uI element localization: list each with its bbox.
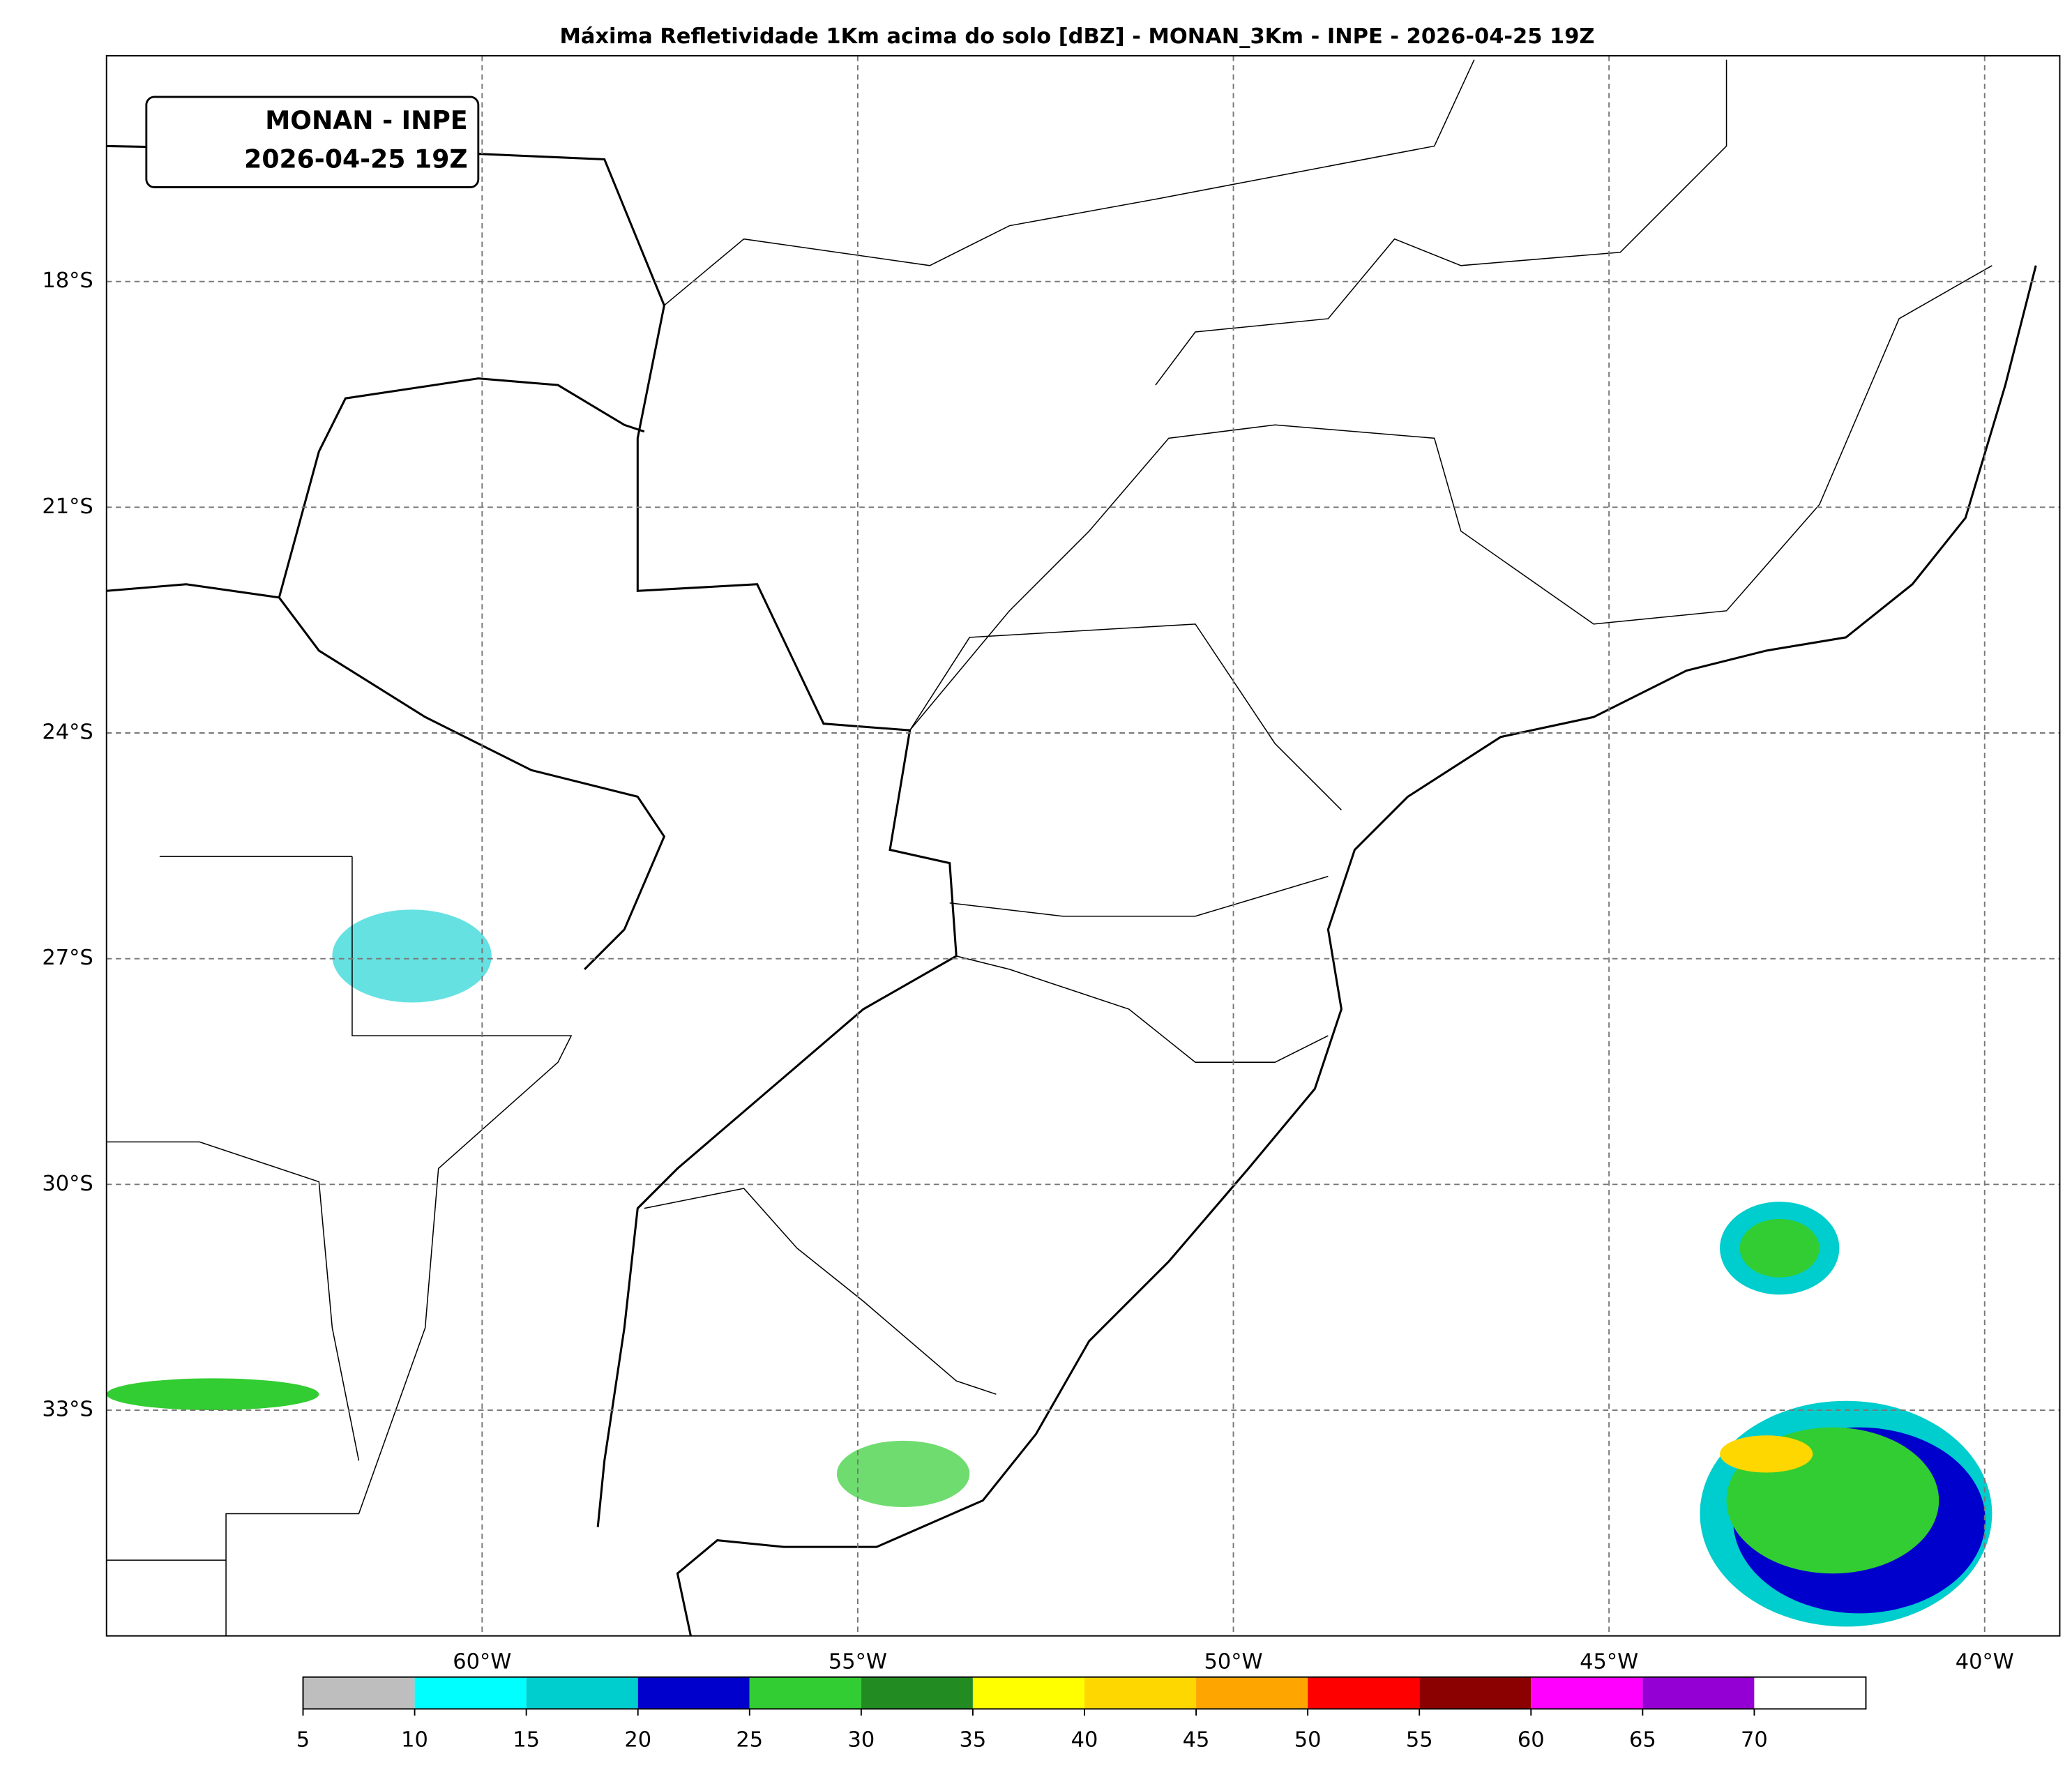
- colorbar-tick-label: 45: [1183, 1728, 1210, 1753]
- national-border: [106, 583, 666, 970]
- title: Máxima Refletividade 1Km acima do solo […: [560, 24, 1595, 49]
- state-border: [909, 265, 1992, 731]
- echo: [1739, 1218, 1820, 1278]
- coastline: [676, 265, 2037, 1637]
- colorbar-segment: [1642, 1677, 1755, 1709]
- colorbar-segment: [303, 1677, 415, 1709]
- colorbar-tick-label: 40: [1071, 1728, 1098, 1753]
- colorbar-tick-label: 35: [960, 1728, 987, 1753]
- colorbar-segment: [1084, 1677, 1197, 1709]
- echoes: [106, 909, 1992, 1627]
- colorbar-tick-label: 30: [847, 1728, 875, 1753]
- borders: [106, 59, 2037, 1637]
- colorbar-tick-label: 55: [1406, 1728, 1433, 1753]
- national-border: [278, 377, 645, 598]
- y-tick-label: 24°S: [42, 720, 93, 744]
- colorbar-tick-label: 25: [736, 1728, 763, 1753]
- colorbar-tick-label: 70: [1741, 1728, 1768, 1753]
- colorbar-tick-label: 10: [401, 1728, 428, 1753]
- x-tick-label: 50°W: [1204, 1649, 1262, 1674]
- y-tick-label: 30°S: [42, 1172, 93, 1196]
- colorbar-tick-label: 60: [1518, 1728, 1545, 1753]
- colorbar-segment: [1754, 1677, 1866, 1709]
- state-border: [1155, 59, 1727, 386]
- province-border: [106, 856, 360, 1561]
- x-tick-label: 55°W: [829, 1649, 887, 1674]
- colorbar-segment: [749, 1677, 861, 1709]
- y-tick-label: 27°S: [42, 946, 93, 970]
- map-frame: [105, 55, 2061, 1637]
- y-tick-label: 33°S: [42, 1398, 93, 1422]
- colorbar-segment: [1196, 1677, 1308, 1709]
- map-area: [106, 55, 2060, 1636]
- label-line: 2026-04-25 19Z: [244, 144, 467, 174]
- colorbar-segment: [972, 1677, 1084, 1709]
- state-border: [956, 955, 1329, 1063]
- echo: [1720, 1435, 1813, 1473]
- national-border: [225, 856, 573, 1636]
- y-tick-label: 21°S: [42, 494, 93, 519]
- echo: [836, 1440, 970, 1508]
- x-tick-label: 60°W: [453, 1649, 511, 1674]
- colorbar-segment: [1531, 1677, 1643, 1709]
- colorbar-segment: [637, 1677, 750, 1709]
- colorbar-tick-label: 20: [624, 1728, 651, 1753]
- state-border: [909, 623, 1342, 810]
- x-tick-label: 45°W: [1580, 1649, 1638, 1674]
- colorbar-tick-label: 5: [296, 1728, 310, 1753]
- colorbar-tick-label: 15: [513, 1728, 540, 1753]
- state-border: [949, 875, 1329, 917]
- y-tick-label: 18°S: [42, 268, 93, 293]
- colorbar-segment: [1308, 1677, 1420, 1709]
- colorbar-segment: [526, 1677, 638, 1709]
- state-border: [644, 1188, 997, 1395]
- colorbar-segment: [1419, 1677, 1532, 1709]
- state-border: [663, 59, 1475, 306]
- label-line: MONAN - INPE: [265, 105, 467, 135]
- colorbar-segment: [414, 1677, 527, 1709]
- label-box: [145, 96, 480, 188]
- colorbar-tick-label: 65: [1629, 1728, 1656, 1753]
- echo: [106, 1378, 319, 1411]
- x-tick-label: 40°W: [1956, 1649, 2014, 1674]
- echo: [332, 909, 492, 1003]
- colorbar-segment: [861, 1677, 973, 1709]
- colorbar-tick-label: 50: [1294, 1728, 1322, 1753]
